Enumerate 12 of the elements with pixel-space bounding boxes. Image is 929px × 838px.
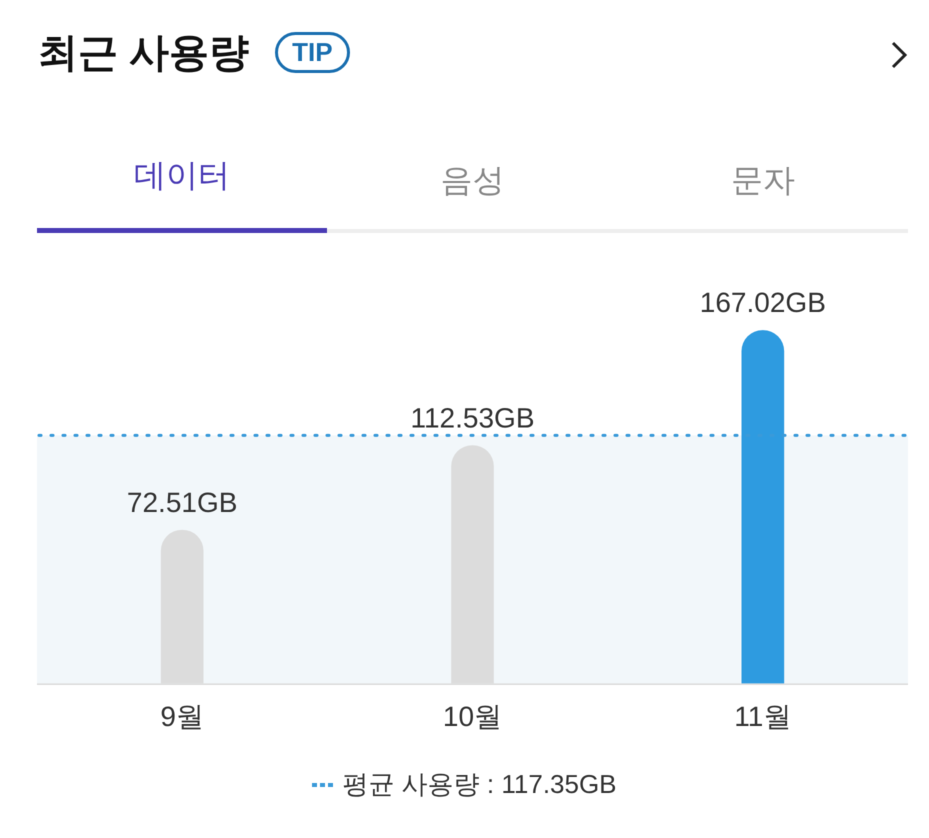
text: 음성 (439, 161, 506, 200)
legend-label: 평균 사용량 : 117.35GB (341, 768, 618, 801)
text: 데이터 (37, 154, 328, 233)
text: TIP (275, 32, 350, 73)
text: 문자 (730, 161, 796, 200)
chart-title: 최근 사용량 (38, 30, 250, 77)
data-label: 167.02GB (700, 287, 826, 318)
data-label: 112.53GB (410, 402, 535, 434)
x-tick-label: 10월 (442, 700, 502, 732)
data-label: 72.51GB (126, 486, 238, 518)
x-tick-label: 9월 (160, 700, 204, 732)
x-tick-label: 11월 (734, 700, 792, 732)
